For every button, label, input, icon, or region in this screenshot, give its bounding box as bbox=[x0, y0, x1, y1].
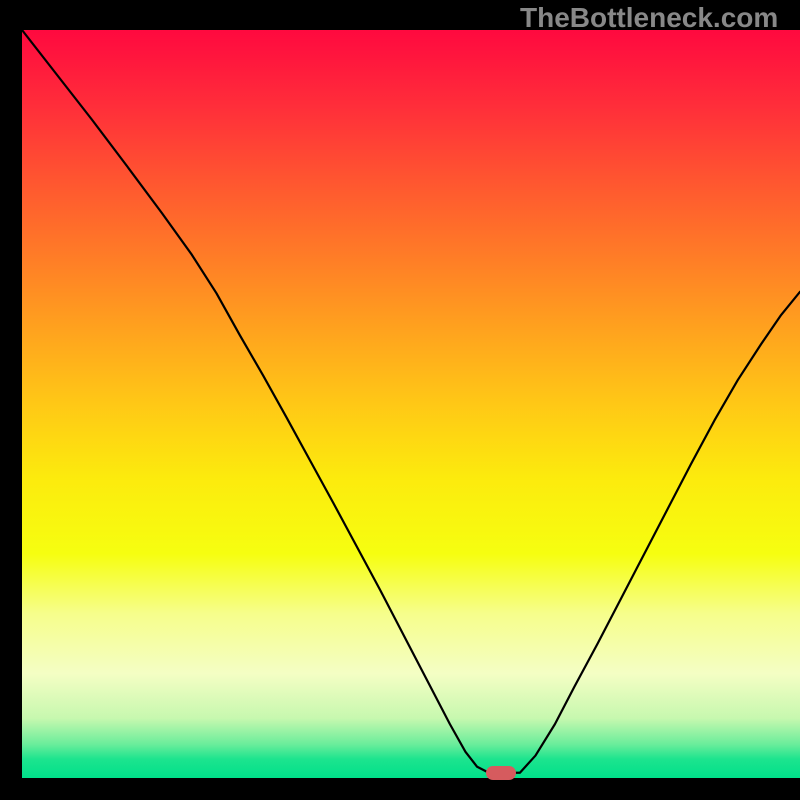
gradient-and-curve bbox=[22, 30, 800, 778]
chart-container: { "chart": { "type": "line-on-gradient",… bbox=[0, 0, 800, 800]
optimal-marker bbox=[486, 766, 516, 780]
watermark-text: TheBottleneck.com bbox=[520, 2, 778, 34]
plot-area bbox=[22, 30, 800, 778]
